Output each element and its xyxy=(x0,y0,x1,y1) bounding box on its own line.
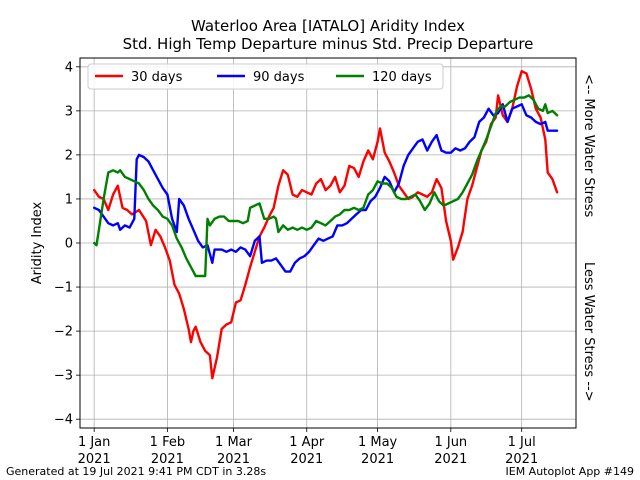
x-tick-label: 1 Jan xyxy=(78,435,110,450)
right-label-less-stress: Less Water Stress --> xyxy=(581,262,596,402)
legend: 30 days 90 days 120 days xyxy=(87,63,444,90)
y-tick-label: 4 xyxy=(65,60,73,75)
legend-box xyxy=(87,63,444,90)
legend-label-30-days: 30 days xyxy=(131,70,183,85)
x-tick-label: 1 Jul xyxy=(508,435,536,450)
right-label-more-stress: <-- More Water Stress xyxy=(581,74,596,218)
x-tick-year-label: 2021 xyxy=(217,452,250,467)
y-tick-label: 1 xyxy=(65,192,73,207)
y-tick-label: 2 xyxy=(65,148,73,163)
series-layer xyxy=(92,69,559,380)
x-tick-label: 1 May xyxy=(358,435,398,450)
y-axis-ticks: −4 −3 −2 −1 0 1 2 3 4 xyxy=(54,60,80,428)
footer-generated: Generated at 19 Jul 2021 9:41 PM CDT in … xyxy=(6,465,266,478)
x-tick-year-label: 2021 xyxy=(434,452,467,467)
x-tick-label: 1 Jun xyxy=(434,435,467,450)
series-line-120-days xyxy=(92,94,559,278)
x-tick-label: 1 Mar xyxy=(215,435,253,450)
x-tick-year-label: 2021 xyxy=(290,452,323,467)
y-tick-label: −1 xyxy=(54,281,73,296)
y-tick-label: 3 xyxy=(65,104,73,119)
series-line-90-days xyxy=(92,103,559,273)
x-tick-label: 1 Apr xyxy=(289,435,325,450)
footer-app: IEM Autoplot App #149 xyxy=(506,465,635,478)
x-tick-year-label: 2021 xyxy=(361,452,394,467)
chart-title: Waterloo Area [IATALO] Aridity Index xyxy=(191,17,465,35)
x-tick-year-label: 2021 xyxy=(505,452,538,467)
y-tick-label: −3 xyxy=(54,369,73,384)
y-tick-label: −2 xyxy=(54,325,73,340)
x-tick-year-label: 2021 xyxy=(151,452,184,467)
y-axis-label: Aridity Index xyxy=(30,201,45,284)
grid-lines xyxy=(80,58,576,428)
y-tick-label: 0 xyxy=(65,237,73,252)
legend-label-120-days: 120 days xyxy=(372,70,432,85)
chart-subtitle: Std. High Temp Departure minus Std. Prec… xyxy=(123,35,534,53)
x-tick-year-label: 2021 xyxy=(78,452,111,467)
x-axis-ticks: 1 Jan 2021 1 Feb 2021 1 Mar 2021 1 Apr 2021 1 Ma… xyxy=(78,428,538,467)
y-tick-label: −4 xyxy=(54,413,73,428)
legend-label-90-days: 90 days xyxy=(253,70,305,85)
x-tick-label: 1 Feb xyxy=(150,435,185,450)
